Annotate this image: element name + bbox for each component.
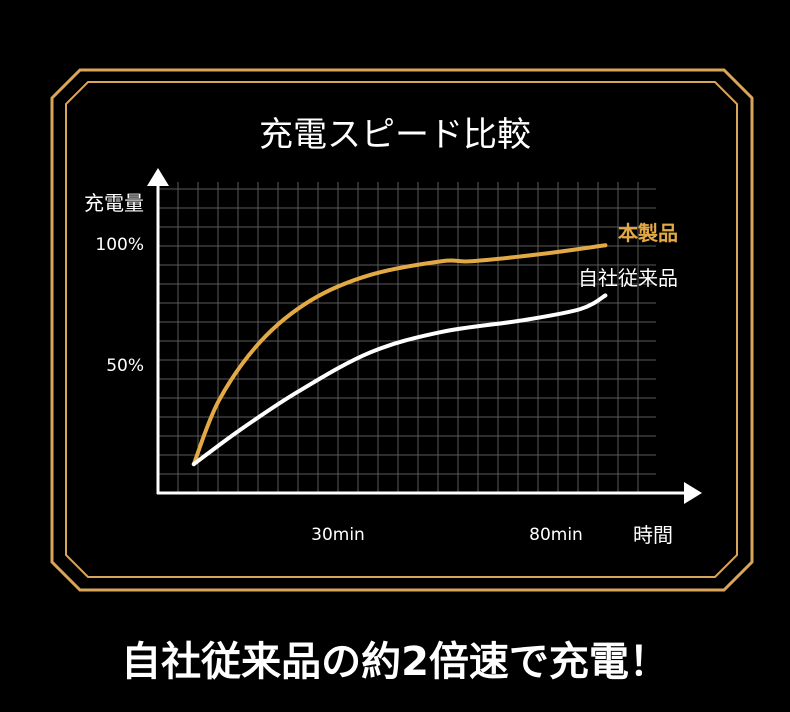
- x-tick-label-30: 30min: [311, 525, 365, 545]
- outer-frame: [50, 68, 754, 592]
- y-axis-label: 充電量: [84, 191, 144, 215]
- series-label-conventional: 自社従来品: [578, 266, 678, 290]
- caption: 自社従来品の約2倍速で充電！: [121, 639, 669, 685]
- grid: [158, 182, 656, 493]
- axes: [147, 168, 702, 504]
- series-line-product: [191, 243, 608, 467]
- x-axis-arrow: [684, 482, 702, 504]
- y-tick-label-100: 100%: [95, 235, 144, 255]
- series-line-conventional: [191, 293, 608, 467]
- series-lines: [191, 243, 608, 467]
- y-axis-arrow: [147, 168, 169, 186]
- chart-title: 充電スピード比較: [259, 115, 531, 155]
- inner-frame: [65, 81, 738, 578]
- x-axis-label: 時間: [633, 523, 673, 547]
- decorative-frame: [50, 68, 754, 592]
- x-tick-label-80: 80min: [529, 525, 583, 545]
- series-label-product: 本製品: [618, 221, 678, 245]
- y-tick-label-50: 50%: [106, 356, 144, 376]
